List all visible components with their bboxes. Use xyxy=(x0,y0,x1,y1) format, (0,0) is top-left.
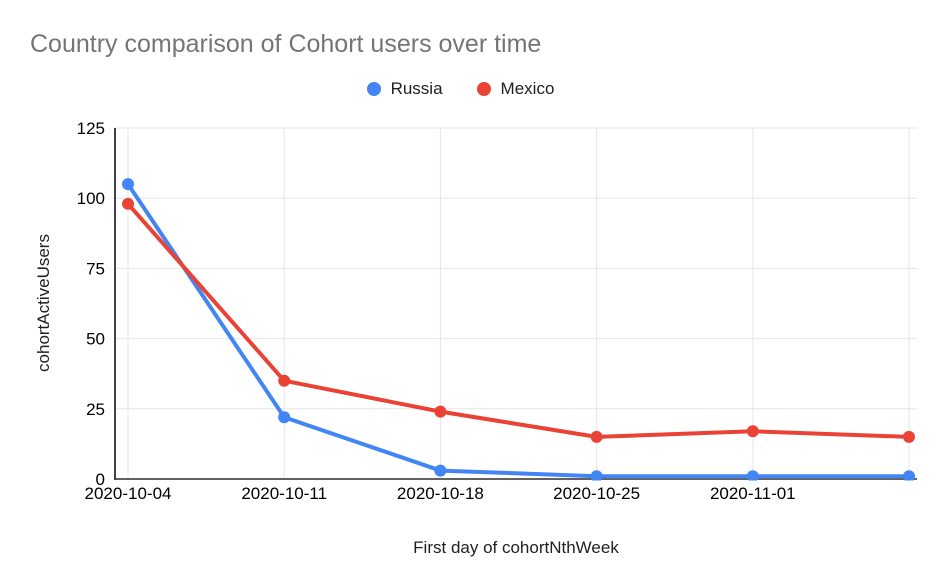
chart-title: Country comparison of Cohort users over … xyxy=(30,30,542,58)
x-tick-label: 2020-11-01 xyxy=(710,484,796,503)
x-tick-label: 2020-10-25 xyxy=(553,484,640,503)
data-point-russia-1[interactable] xyxy=(278,411,291,424)
data-point-mexico-0[interactable] xyxy=(122,197,134,210)
data-point-russia-0[interactable] xyxy=(122,178,134,191)
x-tick-label: 2020-10-11 xyxy=(241,484,327,503)
legend-item-mexico: Mexico xyxy=(476,79,555,98)
data-point-russia-5[interactable] xyxy=(903,470,915,482)
y-tick-label: 25 xyxy=(86,400,105,419)
data-point-mexico-3[interactable] xyxy=(590,430,603,443)
y-axis-title: cohortActiveUsers xyxy=(34,234,53,372)
x-axis-title: First day of cohortNthWeek xyxy=(413,538,619,557)
legend-label: Russia xyxy=(390,79,443,98)
legend: Russia Mexico xyxy=(0,80,933,97)
data-point-russia-2[interactable] xyxy=(434,464,447,477)
series-line-russia[interactable] xyxy=(126,182,911,479)
y-tick-label: 100 xyxy=(77,189,105,208)
y-tick-label: 0 xyxy=(96,470,105,489)
data-point-mexico-5[interactable] xyxy=(903,430,915,443)
legend-dot-icon xyxy=(366,81,381,96)
data-point-russia-3[interactable] xyxy=(590,470,603,482)
series-line-mexico[interactable] xyxy=(126,201,911,439)
series-group xyxy=(122,178,915,482)
data-point-mexico-2[interactable] xyxy=(434,405,447,418)
legend-label: Mexico xyxy=(500,79,555,98)
y-tick-label: 50 xyxy=(86,330,105,349)
x-tick-label: 2020-10-04 xyxy=(85,484,172,503)
legend-item-russia: Russia xyxy=(366,79,443,98)
y-tick-label: 75 xyxy=(86,259,105,278)
y-tick-label: 125 xyxy=(77,119,105,138)
data-point-russia-4[interactable] xyxy=(746,470,759,482)
data-point-mexico-4[interactable] xyxy=(746,425,759,438)
x-tick-label: 2020-10-18 xyxy=(397,484,484,503)
legend-dot-icon xyxy=(476,81,491,96)
data-point-mexico-1[interactable] xyxy=(278,374,291,387)
